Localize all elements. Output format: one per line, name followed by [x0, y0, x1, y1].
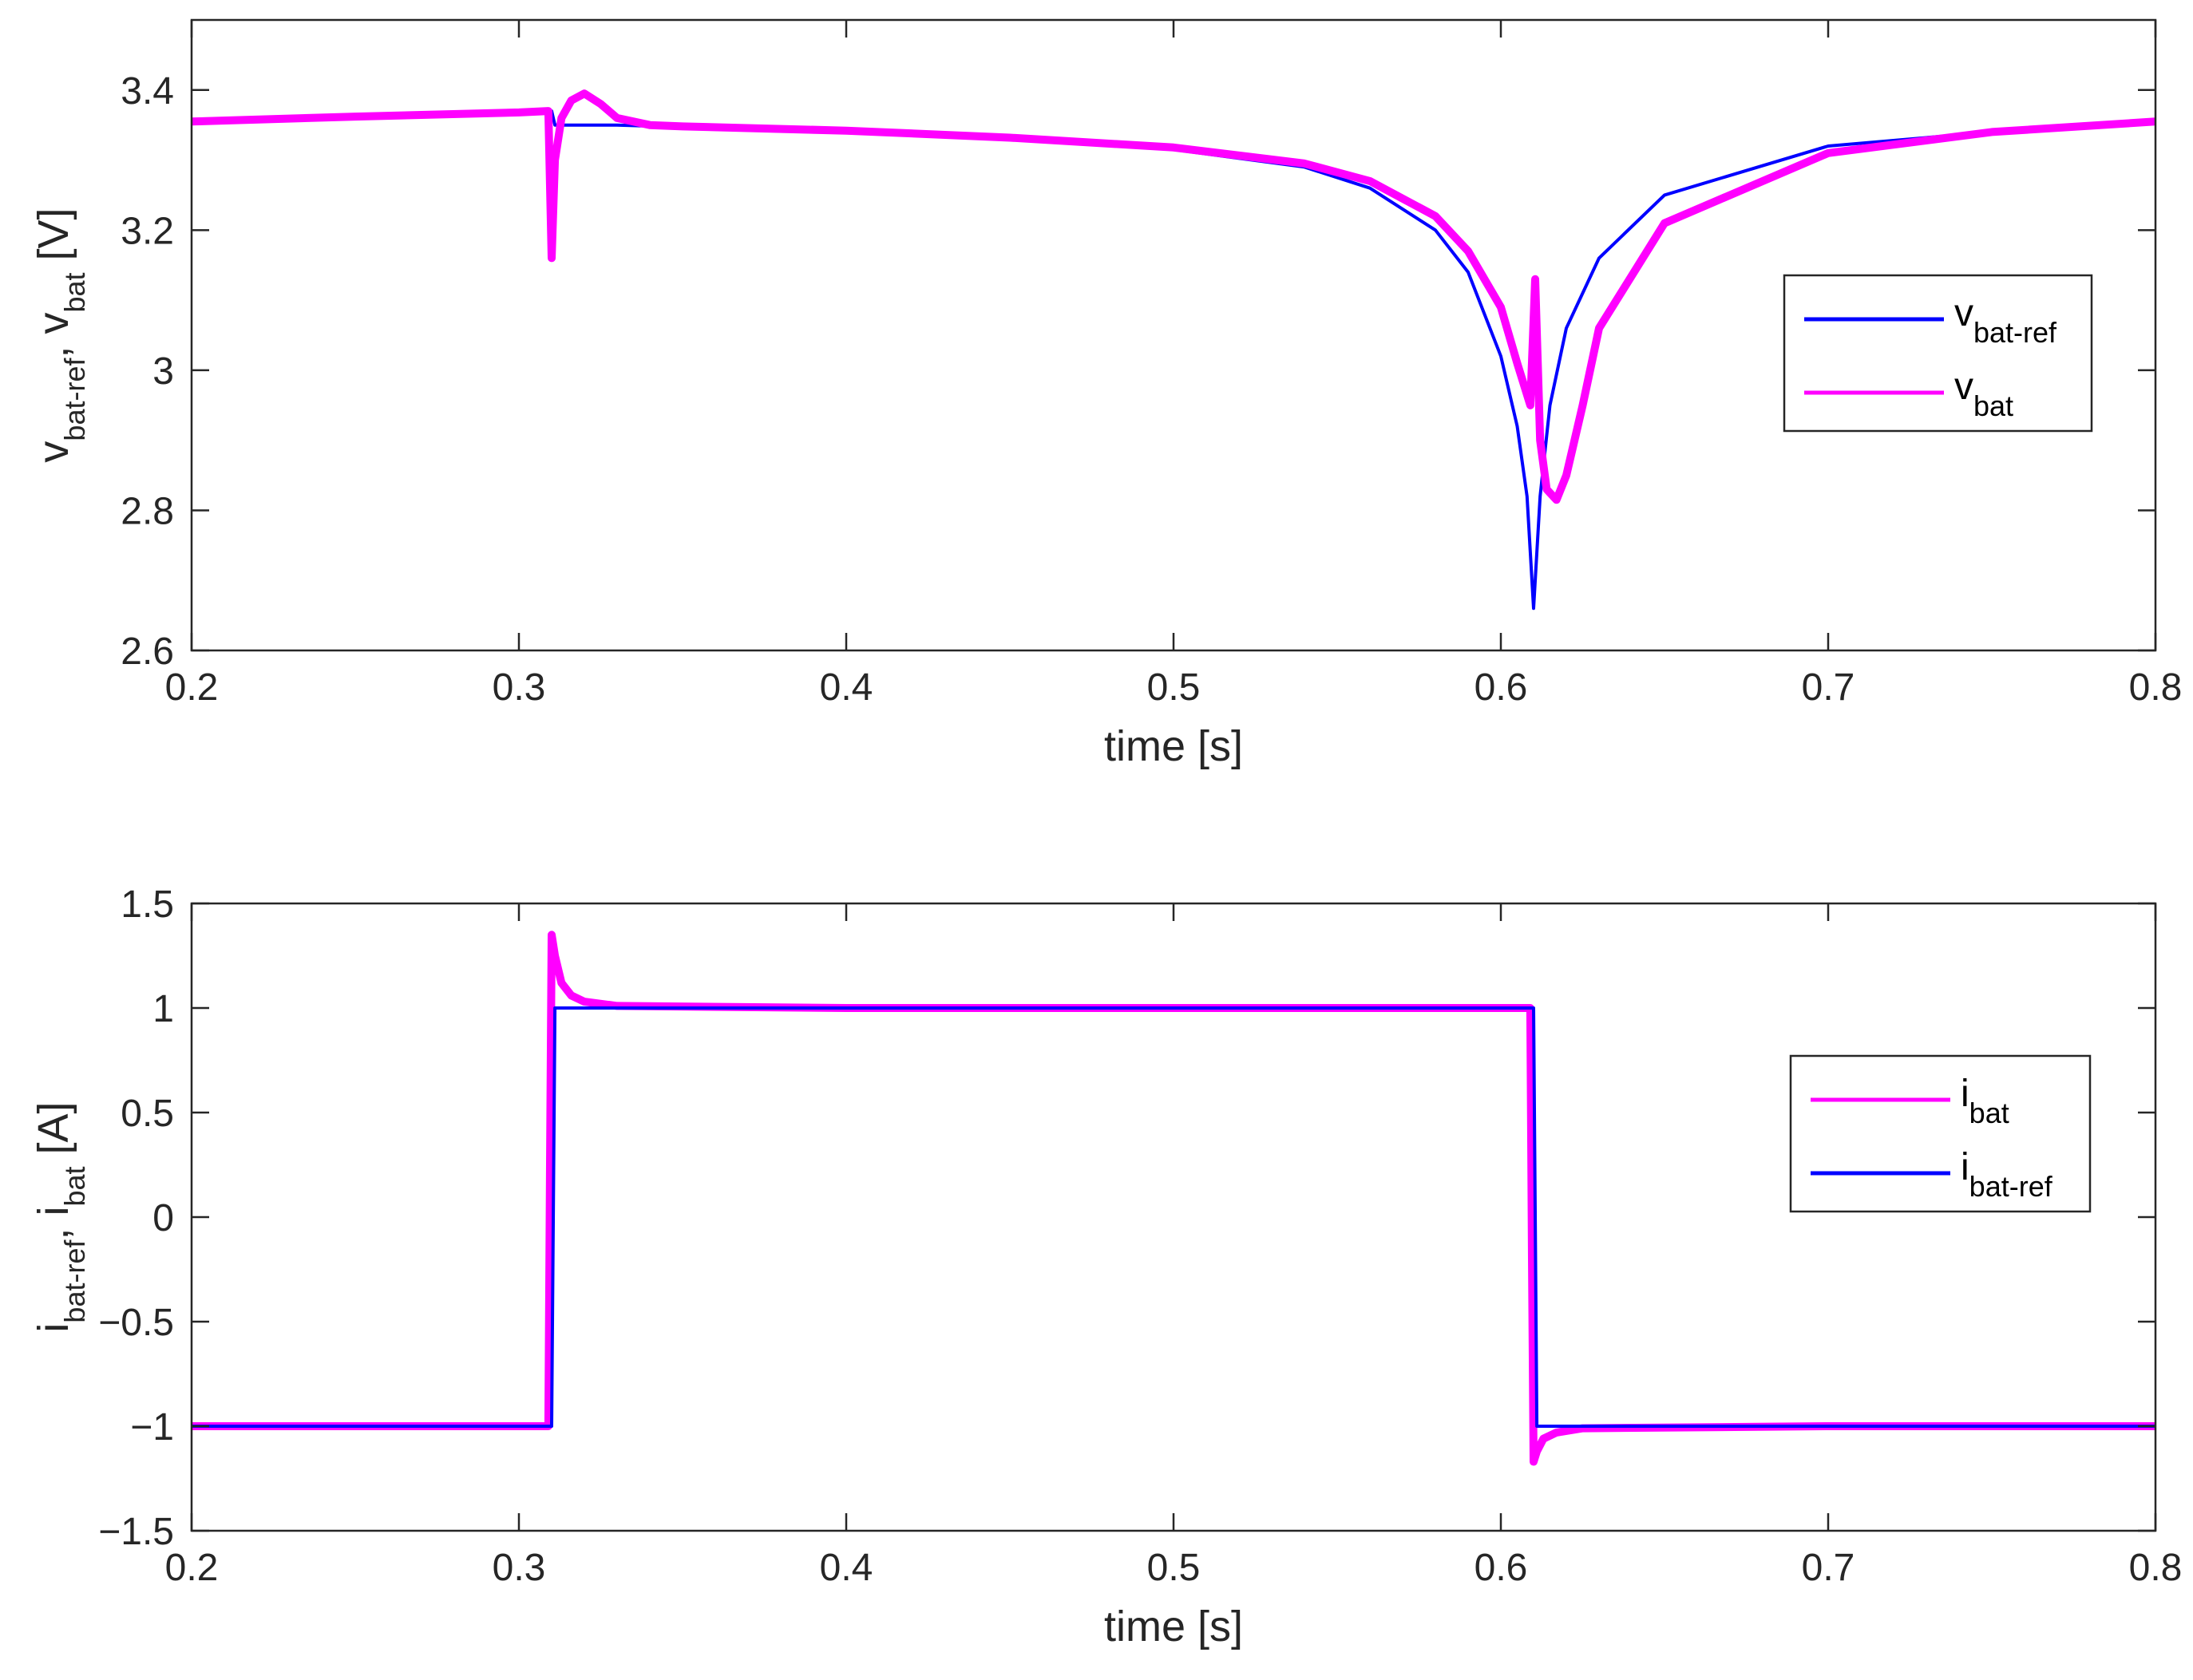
x-tick-label: 0.3 — [493, 1547, 546, 1589]
y-tick-label: 0.5 — [121, 1093, 174, 1135]
legend-label-v_bat: vbat — [1954, 366, 2013, 422]
x-tick-label: 0.6 — [1475, 666, 1528, 709]
x-axis-label: time [s] — [1104, 722, 1243, 770]
x-tick-label: 0.2 — [165, 666, 219, 709]
legend-label-i_bat-ref: ibat-ref — [1961, 1146, 2053, 1203]
y-tick-label: 3 — [152, 350, 174, 393]
y-tick-label: −1 — [130, 1406, 174, 1449]
x-axis-label: time [s] — [1104, 1603, 1243, 1650]
y-axis-label: ibat-ref, ibat [A] — [30, 1101, 91, 1332]
y-axis-label: vbat-ref, vbat [V] — [30, 208, 91, 462]
y-tick-label: 2.6 — [121, 630, 174, 673]
series-group — [192, 931, 2155, 1466]
legend-label-i_bat: ibat — [1961, 1073, 2009, 1129]
legend-box — [1789, 1054, 2092, 1213]
x-tick-label: 0.5 — [1147, 666, 1201, 709]
current-chart: 0.2 0.3 0.4 0.5 0.6 0.7 0.8 −1.5 −1 −0.5 0 0.5 1 1.5 t… — [30, 883, 2182, 1650]
y-tick-label: 3.2 — [121, 210, 174, 252]
series-group — [192, 89, 2155, 611]
series-line-v_bat-ref — [192, 109, 2155, 611]
x-tick-label: 0.6 — [1475, 1547, 1528, 1589]
y-tick-label: 3.4 — [121, 70, 174, 113]
y-tick-label: −1.5 — [98, 1511, 174, 1553]
legend-box — [1783, 274, 2093, 433]
x-tick-label: 0.8 — [2129, 1547, 2183, 1589]
series-line-v_bat — [192, 89, 2155, 504]
x-tick-label: 0.4 — [820, 666, 873, 709]
legend: vbat-ref vbat — [1783, 274, 2093, 433]
y-tick-label: 1.5 — [121, 883, 174, 926]
x-tick-label: 0.5 — [1147, 1547, 1201, 1589]
series-line-i_bat-ref — [192, 1006, 2155, 1428]
x-tick-label: 0.7 — [1802, 1547, 1855, 1589]
plot-area — [192, 903, 2155, 1531]
legend: ibat ibat-ref — [1789, 1054, 2092, 1213]
x-tick-label: 0.2 — [165, 1547, 219, 1589]
y-tick-label: 1 — [152, 988, 174, 1030]
x-tick-label: 0.3 — [493, 666, 546, 709]
y-tick-label: 0 — [152, 1197, 174, 1239]
y-tick-label: 2.8 — [121, 490, 174, 532]
x-tick-label: 0.8 — [2129, 666, 2183, 709]
voltage-chart: 0.2 0.3 0.4 0.5 0.6 0.7 0.8 2.6 2.8 3 3.2 3.4 time [… — [30, 18, 2183, 770]
x-tick-label: 0.7 — [1802, 666, 1855, 709]
y-tick-label: −0.5 — [98, 1302, 174, 1344]
legend-label-v_bat-ref: vbat-ref — [1954, 292, 2057, 349]
x-tick-label: 0.4 — [820, 1547, 873, 1589]
